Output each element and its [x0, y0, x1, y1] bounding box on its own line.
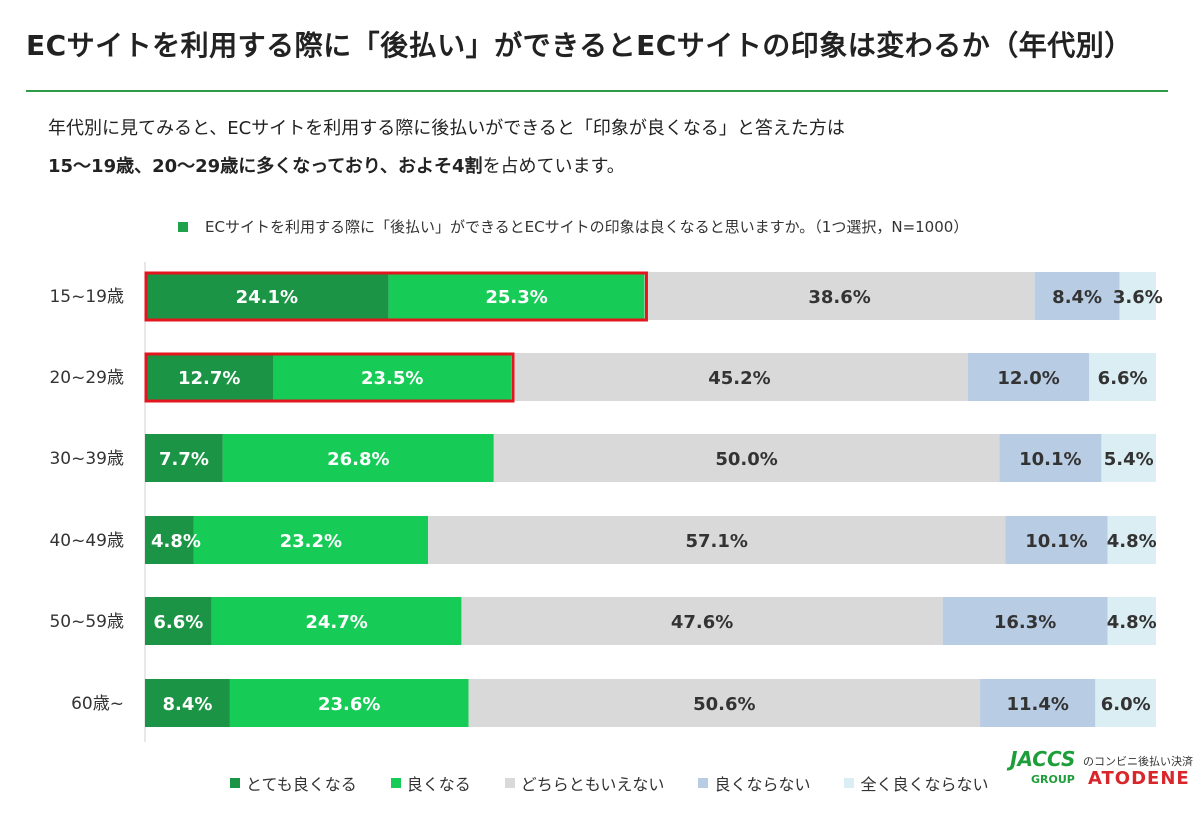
bar-segment [493, 434, 1000, 482]
highlight-box [144, 271, 648, 322]
data-label: 50.6% [693, 694, 755, 715]
data-label: 24.1% [236, 287, 298, 308]
legend-swatch [390, 778, 401, 788]
legend-label: 全く良くならない [860, 775, 989, 794]
bar-segment [980, 679, 1096, 727]
bar-segment [145, 516, 194, 564]
chart-legend: とても良くなる 良くなる どちらともいえない 良くならない 全く良くならない [230, 771, 1022, 795]
data-label: 5.4% [1104, 449, 1154, 470]
data-label: 50.0% [715, 449, 777, 470]
data-label: 6.0% [1101, 694, 1151, 715]
bar-segment [145, 353, 274, 401]
bar-segment [942, 597, 1108, 645]
category-label: 15~19歳 [49, 287, 124, 307]
bar-segment [461, 597, 943, 645]
legend-swatch [844, 778, 855, 788]
legend-item: 全く良くならない [844, 771, 988, 795]
bar-segment [145, 679, 230, 727]
bar-segment [145, 597, 212, 645]
lead-text-line1: 年代別に見てみると、ECサイトを利用する際に後払いができると「印象が良くなる」と… [48, 118, 845, 139]
category-label: 30~39歳 [49, 449, 124, 469]
data-label: 7.7% [159, 449, 209, 470]
bar-segment [1101, 434, 1156, 482]
lead-text-emphasis: 15～19歳、20～29歳に多くなっており、およそ4割 [48, 156, 483, 177]
category-label: 40~49歳 [49, 531, 124, 551]
data-label: 23.5% [361, 368, 423, 389]
atodene-logo: ATODENE [1088, 768, 1190, 789]
lead-text-rest: を占めています。 [482, 156, 625, 177]
data-label: 12.7% [178, 368, 240, 389]
data-label: 23.6% [318, 694, 380, 715]
data-label: 16.3% [994, 612, 1056, 633]
data-label: 12.0% [997, 368, 1059, 389]
jaccs-group-label: GROUP [1031, 773, 1075, 786]
bar-segment [1107, 516, 1156, 564]
bar-segment [468, 679, 981, 727]
bar-segment [999, 434, 1102, 482]
data-label: 4.8% [1107, 612, 1157, 633]
data-label: 6.6% [1098, 368, 1148, 389]
data-label: 57.1% [685, 531, 747, 552]
jaccs-logo: JACCS [1010, 747, 1076, 771]
data-label: 8.4% [163, 694, 213, 715]
data-label: 25.3% [485, 287, 547, 308]
data-label: 24.7% [305, 612, 367, 633]
lead-text-line2: 15～19歳、20～29歳に多くなっており、およそ4割を占めています。 [48, 152, 625, 178]
data-label: 23.2% [280, 531, 342, 552]
bar-segment [229, 679, 469, 727]
bar-segment [222, 434, 494, 482]
bar-segment [967, 353, 1090, 401]
bar-segment [1005, 516, 1108, 564]
title-divider [26, 90, 1168, 92]
legend-item: 良くならない [698, 771, 810, 795]
legend-item: 良くなる [390, 771, 471, 795]
category-label: 60歳~ [71, 694, 124, 714]
atodene-tagline: のコンビニ後払い決済 [1083, 755, 1193, 768]
bar-segment [428, 516, 1006, 564]
data-label: 47.6% [671, 612, 733, 633]
legend-item: どちらともいえない [504, 771, 665, 795]
bar-segment [273, 353, 511, 401]
data-label: 6.6% [153, 612, 203, 633]
bar-segment [1089, 353, 1156, 401]
data-label: 10.1% [1025, 531, 1087, 552]
data-label: 4.8% [151, 531, 201, 552]
legend-label: どちらともいえない [520, 775, 665, 794]
data-label: 10.1% [1019, 449, 1081, 470]
data-label: 8.4% [1052, 287, 1102, 308]
data-label: 3.6% [1113, 287, 1163, 308]
data-label: 4.8% [1107, 531, 1157, 552]
highlight-box [144, 352, 515, 403]
data-label: 26.8% [327, 449, 389, 470]
bar-segment [1034, 272, 1120, 320]
category-label: 50~59歳 [49, 612, 124, 632]
survey-question: ECサイトを利用する際に「後払い」ができるとECサイトの印象は良くなると思います… [205, 218, 969, 236]
legend-swatch [230, 778, 240, 788]
bar-segment [145, 272, 389, 320]
legend-swatch [698, 778, 709, 788]
question-marker [178, 222, 188, 232]
bar-segment [1107, 597, 1156, 645]
bar-segment [211, 597, 462, 645]
legend-label: 良くなる [406, 775, 471, 794]
bar-segment [388, 272, 645, 320]
data-label: 11.4% [1006, 694, 1068, 715]
legend-label: 良くならない [714, 775, 811, 794]
legend-swatch [504, 778, 515, 788]
bar-segment [1095, 679, 1156, 727]
bar-segment [193, 516, 429, 564]
bar-segment [644, 272, 1035, 320]
data-label: 45.2% [708, 368, 770, 389]
bar-segment [145, 434, 223, 482]
legend-item: とても良くなる [230, 771, 357, 795]
legend-label: とても良くなる [246, 775, 357, 794]
data-label: 38.6% [808, 287, 870, 308]
chart-title: ECサイトを利用する際に「後払い」ができるとECサイトの印象は変わるか（年代別） [26, 29, 1133, 62]
bar-segment [510, 353, 968, 401]
bar-segment [1119, 272, 1156, 320]
category-label: 20~29歳 [49, 368, 124, 388]
